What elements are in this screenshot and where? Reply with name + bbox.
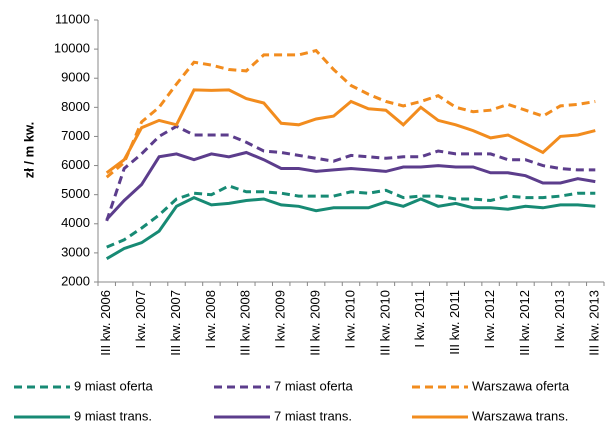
x-tick-label: III kw. 2009 <box>308 290 323 356</box>
y-tick-label: 5000 <box>61 186 90 201</box>
series-line <box>105 48 596 179</box>
series-line <box>105 195 596 260</box>
y-tick-label: 9000 <box>61 70 90 85</box>
x-tick-label: III kw. 2013 <box>587 290 602 356</box>
x-tick-label: III kw. 2010 <box>377 290 392 356</box>
legend-label: Warszawa oferta <box>472 378 570 393</box>
legend-label: 7 miast trans. <box>274 408 352 423</box>
x-tick-label: III kw. 2006 <box>98 290 113 356</box>
y-tick-label: 6000 <box>61 157 90 172</box>
legend-label: Warszawa trans. <box>472 408 568 423</box>
x-tick-label: I kw. 2012 <box>482 290 497 349</box>
x-tick-label: III kw. 2008 <box>238 290 253 356</box>
y-tick-label: 4000 <box>61 215 90 230</box>
series-line <box>105 150 596 221</box>
x-tick-label: I kw. 2008 <box>203 290 218 349</box>
y-axis-label: zł / m kw. <box>21 122 36 179</box>
x-tick-label: III kw. 2012 <box>517 290 532 356</box>
x-tick-label: I kw. 2007 <box>133 290 148 349</box>
y-tick-label: 2000 <box>61 273 90 288</box>
series-line <box>106 184 596 249</box>
x-tick-label: III kw. 2011 <box>447 290 462 355</box>
y-tick-label: 3000 <box>61 244 90 259</box>
x-tick-label: III kw. 2007 <box>168 290 183 356</box>
y-tick-label: 10000 <box>54 41 90 56</box>
legend-label: 9 miast trans. <box>74 408 152 423</box>
legend-label: 9 miast oferta <box>74 378 154 393</box>
y-tick-label: 8000 <box>61 99 90 114</box>
y-tick-label: 11000 <box>55 11 90 26</box>
x-tick-label: I kw. 2010 <box>342 290 357 349</box>
y-tick-label: 7000 <box>61 128 90 143</box>
x-tick-label: I kw. 2009 <box>273 290 288 349</box>
series-line <box>105 88 596 175</box>
series-line <box>105 124 596 222</box>
x-tick-label: I kw. 2013 <box>552 290 567 349</box>
legend-label: 7 miast oferta <box>274 378 354 393</box>
x-tick-label: I kw. 2011 <box>412 290 427 348</box>
